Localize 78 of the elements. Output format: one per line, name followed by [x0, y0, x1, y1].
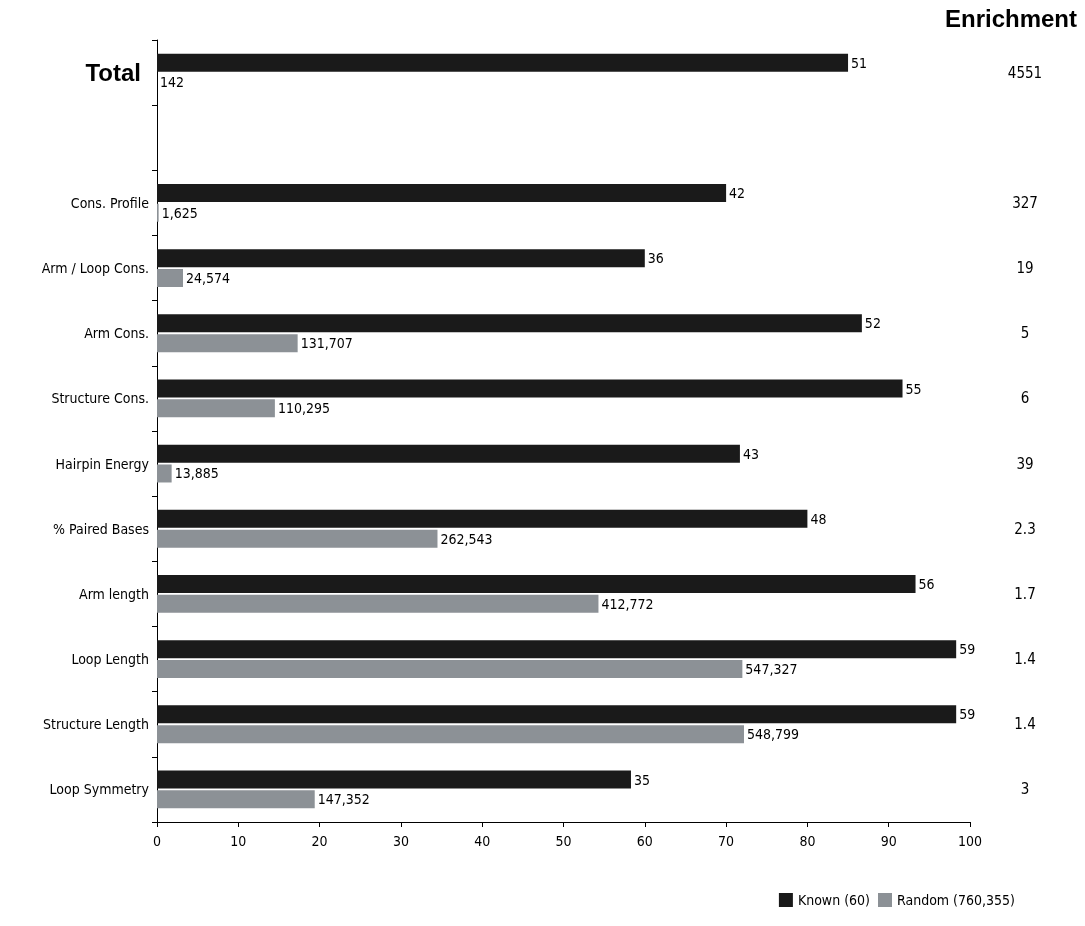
bar	[157, 770, 631, 789]
bar	[157, 184, 727, 203]
annotation: 1,625	[161, 204, 198, 221]
x-tick-label: 10	[230, 833, 247, 849]
x-tick-label: 0	[152, 833, 162, 849]
annotation: 59	[959, 706, 976, 723]
x-tick-label: 30	[392, 833, 409, 849]
text: 19	[1016, 259, 1034, 278]
bar	[157, 529, 438, 548]
annotation: 56	[918, 576, 935, 593]
y-tick-label: Arm / Loop Cons.	[41, 260, 149, 277]
annotation: 35	[633, 771, 651, 788]
annotation: 24,574	[186, 269, 231, 286]
text: 2.3	[1014, 519, 1036, 538]
bar	[157, 399, 275, 418]
y-tick-label: Hairpin Energy	[55, 455, 150, 472]
bar	[157, 594, 599, 613]
text: 3	[1020, 780, 1030, 799]
text: 6	[1020, 389, 1030, 408]
y-tick-label: Arm length	[79, 585, 149, 602]
x-tick-label: 70	[718, 833, 735, 849]
annotation: 36	[647, 250, 664, 267]
x-tick-label: 60	[636, 833, 653, 849]
bar	[157, 314, 862, 333]
text: 1.4	[1014, 715, 1036, 734]
y-tick-label: Total	[85, 59, 141, 87]
y-tick-label: Loop Symmetry	[49, 781, 150, 798]
text: 1.7	[1014, 584, 1036, 603]
bar	[157, 725, 744, 744]
bar	[157, 790, 315, 809]
bar	[157, 249, 645, 268]
annotation: 412,772	[601, 595, 654, 612]
bar	[157, 379, 903, 398]
x-tick-label: 100	[957, 833, 983, 849]
text: 4551	[1007, 63, 1043, 82]
x-tick-label: 50	[555, 833, 572, 849]
annotation: 42	[729, 185, 746, 202]
y-tick-label: Arm Cons.	[84, 325, 149, 342]
annotation: 52	[864, 315, 881, 332]
y-tick-label: Structure Length	[43, 716, 149, 733]
bar	[157, 640, 957, 659]
annotation: 262,543	[440, 530, 493, 547]
bar	[157, 705, 957, 724]
text: Enrichment	[944, 4, 1078, 32]
bar	[157, 509, 808, 528]
x-tick-label: 90	[880, 833, 897, 849]
bar	[157, 268, 184, 287]
y-tick-label: % Paired Bases	[52, 520, 149, 537]
annotation: 43	[742, 445, 759, 462]
annotation: 59	[959, 641, 976, 658]
annotation: 13,885	[174, 465, 219, 482]
x-tick-label: 20	[311, 833, 328, 849]
annotation: 131,707	[300, 335, 353, 352]
bar	[157, 659, 743, 678]
annotation: 547,327	[745, 660, 798, 677]
y-tick-label: Structure Cons.	[51, 390, 149, 407]
x-tick-label: 80	[799, 833, 816, 849]
text: 5	[1020, 324, 1030, 343]
bar	[157, 575, 916, 594]
legend-label: Random (760,355)	[896, 892, 1015, 908]
bar	[157, 444, 740, 463]
text: 327	[1012, 193, 1038, 212]
annotation: 48	[810, 510, 827, 527]
text: 39	[1016, 454, 1034, 473]
legend-label: Known (60)	[797, 892, 870, 908]
bar	[157, 464, 172, 483]
annotation: 147,352	[317, 791, 370, 808]
annotation: 51	[851, 54, 868, 71]
x-tick-label: 40	[474, 833, 491, 849]
annotation: 110,295	[277, 400, 330, 417]
text: 1.4	[1014, 650, 1036, 669]
annotation: 142	[160, 74, 185, 91]
y-tick-label: Cons. Profile	[70, 194, 150, 211]
y-tick-label: Loop Length	[71, 651, 149, 668]
bar	[157, 334, 298, 353]
bar	[157, 53, 849, 72]
annotation: 55	[905, 380, 922, 397]
annotation: 548,799	[746, 726, 800, 743]
